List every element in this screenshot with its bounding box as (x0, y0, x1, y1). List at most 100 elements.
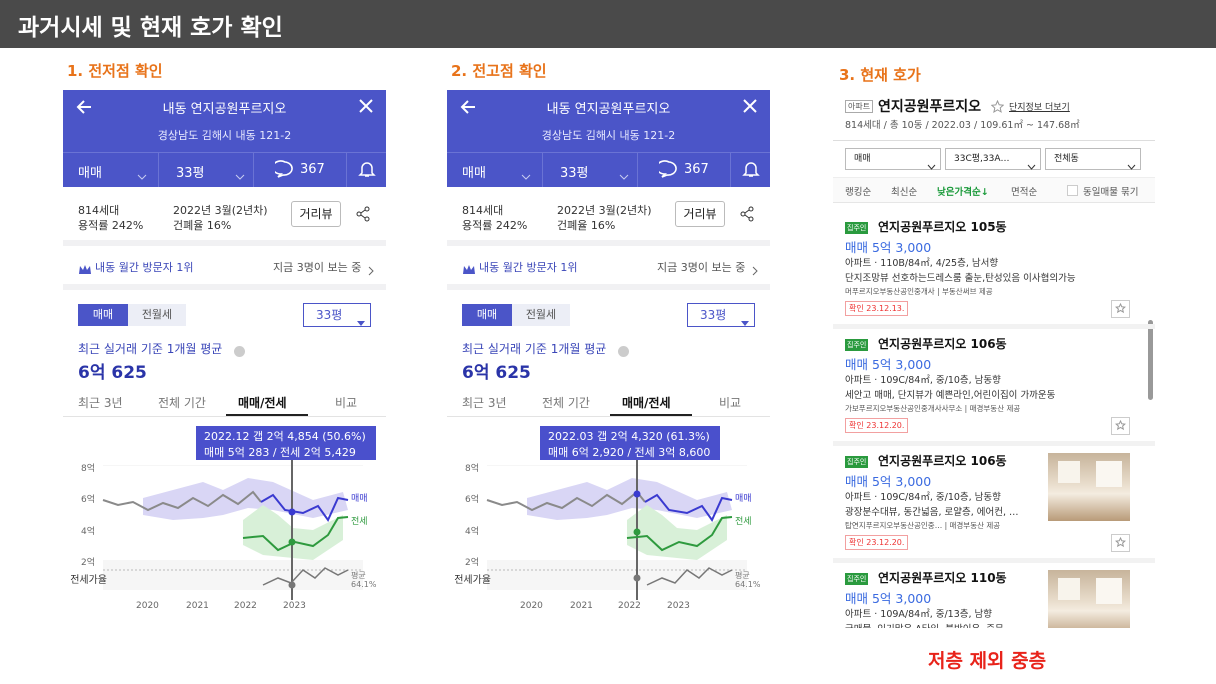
deal-tab[interactable]: 매매 (78, 166, 102, 181)
photo-window (1096, 578, 1122, 604)
item-price: 매매 5억 3,000 (845, 591, 932, 606)
listing-item[interactable]: 집주인 연지공원푸르지오 105동 매매 5억 3,000 아파트 · 110B/84… (833, 213, 1155, 323)
close-button[interactable] (742, 98, 758, 114)
tooltip-box (540, 426, 720, 460)
share-icon[interactable] (355, 206, 371, 222)
chart-tab[interactable]: 전체 기간 (158, 396, 206, 410)
households: 814세대 (78, 204, 120, 217)
group-checkbox[interactable] (1067, 185, 1078, 196)
price-chart (63, 420, 386, 628)
comment-count[interactable]: 367 (300, 162, 325, 177)
listing-item[interactable]: 집주인 연지공원푸르지오 106동 매매 5억 3,000 아파트 · 109C/84… (833, 447, 1155, 557)
photo-window (1096, 461, 1122, 487)
chevron-right-svg (368, 266, 374, 276)
bell-icon[interactable] (358, 160, 376, 178)
favorite-button[interactable] (1111, 534, 1130, 552)
chevron-svg (235, 174, 245, 180)
chart-tab[interactable]: 최근 3년 (78, 396, 123, 410)
chart-tab[interactable]: 매매/전세 (622, 396, 671, 410)
street-view-button[interactable]: 거리뷰 (675, 201, 725, 227)
listing-panel: 아파트 연지공원푸르지오 단지정보 더보기 814세대 / 총 10동 / 2022.… (833, 90, 1155, 628)
tab-line (63, 416, 386, 417)
toggle-sale[interactable]: 매매 (78, 304, 128, 326)
y-tick-label: 8억 (80, 464, 95, 474)
item-price: 매매 5억 3,000 (845, 474, 932, 489)
tooltip-box (196, 426, 376, 460)
sort-option[interactable]: 낮은가격순↓ (937, 187, 989, 198)
back-button[interactable] (459, 98, 477, 116)
item-photo (1048, 453, 1130, 521)
filter-select[interactable]: 전체동 (1045, 148, 1141, 170)
item-title: 연지공원푸르지오 110동 (878, 571, 1007, 585)
favorite-star-svg (990, 99, 1005, 114)
street-view-button[interactable]: 거리뷰 (291, 201, 341, 227)
chevron (521, 166, 531, 180)
more-info-link[interactable]: 단지정보 더보기 (1009, 103, 1070, 113)
sort-option[interactable]: 랭킹순 (845, 187, 872, 198)
listing-item[interactable]: 집주인 연지공원푸르지오 110동 매매 5억 3,000 아파트 · 109A/84… (833, 564, 1155, 628)
item-desc: 급매물, 인기많은 A타입, 붙박이유, 중문… (845, 621, 1041, 628)
deal-tab[interactable]: 매매 (462, 166, 486, 181)
y-tick-label: 8억 (464, 464, 479, 474)
chart-tab[interactable]: 매매/전세 (238, 396, 287, 410)
legend-avg: 평균 (351, 571, 366, 580)
x-tick-label: 2023 (667, 601, 690, 611)
chart-tab[interactable]: 비교 (335, 396, 358, 410)
price-chart (447, 420, 770, 628)
size-select[interactable]: 33평 (303, 303, 371, 327)
viewers[interactable]: 지금 3명이 보는 중 (657, 261, 746, 274)
back-button[interactable] (75, 98, 93, 116)
chart-tab[interactable]: 비교 (719, 396, 742, 410)
app-panel: 내동 연지공원푸르지오 경상남도 김해시 내동 121-2 매매 33평 367 814세… (63, 90, 386, 628)
viewers[interactable]: 지금 3명이 보는 중 (273, 261, 362, 274)
tooltip-line: 2022.12 갭 2억 4,854 (50.6%) (204, 430, 366, 443)
favorite-star[interactable] (990, 98, 1005, 114)
chart-tab[interactable]: 전체 기간 (542, 396, 590, 410)
y-tick-label: 4억 (80, 527, 95, 537)
size-select[interactable]: 33평 (687, 303, 755, 327)
chevron-svg (1027, 164, 1036, 170)
header-divider (833, 140, 1155, 141)
section-divider (63, 284, 386, 290)
ratio-label: 전세가율 (454, 575, 491, 586)
tab-line (447, 416, 770, 417)
bell-icon[interactable] (742, 160, 760, 178)
floor-area-ratio: 용적률 242% (462, 219, 528, 232)
toggle-sale[interactable]: 매매 (462, 304, 512, 326)
chevron (235, 166, 245, 180)
filter-select[interactable]: 33C평,33A… (945, 148, 1041, 170)
toggle-rent[interactable]: 전월세 (525, 308, 557, 321)
bell-icon-svg (358, 162, 376, 177)
sort-option[interactable]: 면적순 (1011, 187, 1038, 198)
photo-window (1058, 578, 1080, 600)
toggle-rent[interactable]: 전월세 (141, 308, 173, 321)
item-title: 연지공원푸르지오 105동 (878, 220, 1007, 234)
chart-tab[interactable]: 최근 3년 (462, 396, 507, 410)
visitor-rank: 내동 월간 방문자 1위 (95, 261, 194, 274)
comment-icon (656, 160, 679, 178)
listing-item[interactable]: 집주인 연지공원푸르지오 106동 매매 5억 3,000 아파트 · 109C/84… (833, 330, 1155, 440)
section-divider (63, 240, 386, 246)
info-icon-svg (618, 346, 629, 357)
size-tab[interactable]: 33평 (560, 166, 589, 181)
y-tick-label: 6억 (80, 495, 95, 505)
share-icon-svg (356, 206, 370, 222)
share-icon[interactable] (739, 206, 755, 222)
chevron (619, 166, 629, 180)
item-title: 연지공원푸르지오 106동 (878, 454, 1007, 468)
close-button[interactable] (358, 98, 374, 114)
legend-rent: 전세 (351, 517, 368, 527)
favorite-button[interactable] (1111, 417, 1130, 435)
step-heading: 3. 현재 호가 (839, 66, 921, 84)
favorite-button[interactable] (1111, 300, 1130, 318)
sort-option[interactable]: 최신순 (891, 187, 918, 198)
x-tick-label: 2020 (136, 601, 159, 611)
size-tab[interactable]: 33평 (176, 166, 205, 181)
item-date: 확인 23.12.20. (845, 535, 909, 550)
back-button-svg (460, 100, 475, 114)
tab-separator (346, 152, 347, 187)
filter-select[interactable]: 매매 (845, 148, 941, 170)
item-spec: 아파트 · 109C/84㎡, 중/10층, 남동향 (845, 492, 1001, 503)
comment-count[interactable]: 367 (684, 162, 709, 177)
